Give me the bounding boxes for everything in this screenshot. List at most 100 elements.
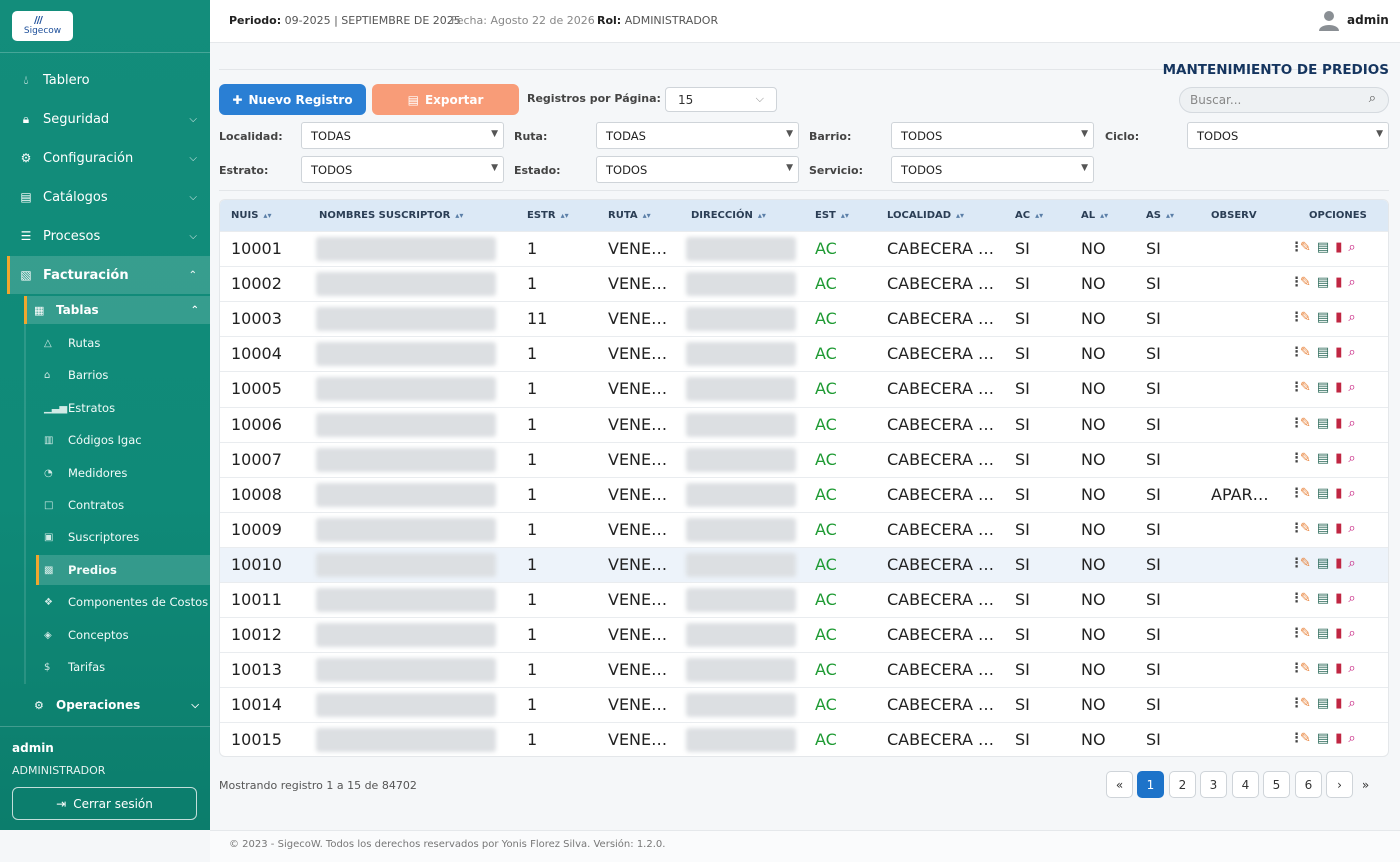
sidebar-leaf-rutas[interactable]: △ Rutas bbox=[36, 328, 210, 358]
trash-icon[interactable]: ▮ bbox=[1335, 485, 1343, 501]
document-icon[interactable]: ▤ bbox=[1316, 485, 1330, 501]
table-row[interactable]: 10015 1 VENE… AC CABECERA … SI NO SI ⋮ ✎ ▤ ▮ ⌕ bbox=[220, 722, 1388, 756]
more-vertical-icon[interactable]: ⋮ bbox=[1290, 626, 1303, 642]
trash-icon[interactable]: ▮ bbox=[1335, 520, 1343, 536]
column-header[interactable]: NUIS ▴▾ bbox=[231, 210, 272, 221]
zoom-icon[interactable]: ⌕ bbox=[1348, 591, 1356, 606]
document-icon[interactable]: ▤ bbox=[1316, 345, 1330, 361]
servicio-select[interactable]: TODOS ▼ bbox=[891, 156, 1094, 183]
more-vertical-icon[interactable]: ⋮ bbox=[1290, 240, 1303, 255]
sidebar-item-procesos[interactable]: ☰ Procesos ⌵ bbox=[0, 217, 210, 255]
sidebar-leaf-medidores[interactable]: ◔ Medidores bbox=[36, 458, 210, 488]
table-row[interactable]: 10008 1 VENE… AC CABECERA … SI NO SI APAR… ⋮ ✎ ▤ ▮ ⌕ bbox=[220, 476, 1388, 512]
zoom-icon[interactable]: ⌕ bbox=[1348, 731, 1356, 747]
table-row[interactable]: 10003 11 VENE… AC CABECERA … SI NO SI ⋮ ✎ ▤ ▮ ⌕ bbox=[220, 301, 1388, 336]
more-vertical-icon[interactable]: ⋮ bbox=[1290, 520, 1303, 536]
sidebar-leaf-componentes-costos[interactable]: ❖ Componentes de Costos bbox=[36, 587, 210, 617]
zoom-icon[interactable]: ⌕ bbox=[1348, 240, 1356, 255]
trash-icon[interactable]: ▮ bbox=[1335, 240, 1343, 255]
records-per-page-select[interactable]: 15 ⌵ bbox=[665, 87, 777, 112]
page-button[interactable]: 6 bbox=[1295, 771, 1322, 798]
edit-icon[interactable]: ✎ bbox=[1300, 415, 1311, 431]
user-avatar-icon[interactable] bbox=[1317, 8, 1341, 32]
edit-icon[interactable]: ✎ bbox=[1300, 661, 1311, 677]
column-header[interactable]: AS ▴▾ bbox=[1146, 210, 1174, 221]
document-icon[interactable]: ▤ bbox=[1316, 310, 1330, 326]
table-row[interactable]: 10009 1 VENE… AC CABECERA … SI NO SI ⋮ ✎ ▤ ▮ ⌕ bbox=[220, 511, 1388, 547]
edit-icon[interactable]: ✎ bbox=[1300, 626, 1311, 642]
column-header[interactable]: LOCALIDAD ▴▾ bbox=[887, 210, 965, 221]
logo[interactable]: /// Sigecow bbox=[12, 11, 73, 41]
document-icon[interactable]: ▤ bbox=[1316, 450, 1330, 466]
barrio-select[interactable]: TODOS ▼ bbox=[891, 122, 1094, 149]
table-row[interactable]: 10005 1 VENE… AC CABECERA … SI NO SI ⋮ ✎ ▤ ▮ ⌕ bbox=[220, 371, 1388, 406]
new-record-button[interactable]: ✚ Nuevo Registro bbox=[219, 84, 366, 115]
column-header[interactable]: NOMBRES SUSCRIPTOR ▴▾ bbox=[319, 210, 464, 221]
page-button[interactable]: 2 bbox=[1169, 771, 1196, 798]
document-icon[interactable]: ▤ bbox=[1316, 275, 1330, 291]
edit-icon[interactable]: ✎ bbox=[1300, 591, 1311, 606]
table-row[interactable]: 10013 1 VENE… AC CABECERA … SI NO SI ⋮ ✎ ▤ ▮ ⌕ bbox=[220, 652, 1388, 687]
logout-button[interactable]: ⇥ Cerrar sesión bbox=[12, 787, 197, 820]
edit-icon[interactable]: ✎ bbox=[1300, 555, 1311, 571]
sidebar-item-facturacion[interactable]: ▧ Facturación ⌃ bbox=[7, 256, 210, 294]
estrato-select[interactable]: TODOS ▼ bbox=[301, 156, 504, 183]
edit-icon[interactable]: ✎ bbox=[1300, 345, 1311, 361]
more-vertical-icon[interactable]: ⋮ bbox=[1290, 345, 1303, 361]
zoom-icon[interactable]: ⌕ bbox=[1348, 345, 1356, 361]
table-row[interactable]: 10002 1 VENE… AC CABECERA … SI NO SI ⋮ ✎ ▤ ▮ ⌕ bbox=[220, 266, 1388, 301]
trash-icon[interactable]: ▮ bbox=[1335, 310, 1343, 326]
more-vertical-icon[interactable]: ⋮ bbox=[1290, 380, 1303, 396]
sidebar-item-configuracion[interactable]: ⚙ Configuración ⌵ bbox=[0, 139, 210, 177]
edit-icon[interactable]: ✎ bbox=[1300, 240, 1311, 255]
sidebar-leaf-tarifas[interactable]: $ Tarifas bbox=[36, 652, 210, 682]
zoom-icon[interactable]: ⌕ bbox=[1348, 626, 1356, 642]
more-vertical-icon[interactable]: ⋮ bbox=[1290, 555, 1303, 571]
document-icon[interactable]: ▤ bbox=[1316, 380, 1330, 396]
page-first-button[interactable]: « bbox=[1106, 771, 1133, 798]
edit-icon[interactable]: ✎ bbox=[1300, 731, 1311, 747]
ruta-select[interactable]: TODAS ▼ bbox=[596, 122, 799, 149]
search-input[interactable]: Buscar... ⌕ bbox=[1179, 87, 1389, 113]
sidebar-leaf-conceptos[interactable]: ◈ Conceptos bbox=[36, 620, 210, 650]
edit-icon[interactable]: ✎ bbox=[1300, 380, 1311, 396]
zoom-icon[interactable]: ⌕ bbox=[1348, 450, 1356, 466]
sidebar-leaf-contratos[interactable]: □ Contratos bbox=[36, 490, 210, 520]
more-vertical-icon[interactable]: ⋮ bbox=[1290, 485, 1303, 501]
localidad-select[interactable]: TODAS ▼ bbox=[301, 122, 504, 149]
table-row[interactable]: 10012 1 VENE… AC CABECERA … SI NO SI ⋮ ✎ ▤ ▮ ⌕ bbox=[220, 617, 1388, 652]
document-icon[interactable]: ▤ bbox=[1316, 696, 1330, 712]
more-vertical-icon[interactable]: ⋮ bbox=[1290, 591, 1303, 606]
page-button[interactable]: 4 bbox=[1232, 771, 1259, 798]
sidebar-leaf-estratos[interactable]: ▁▃▅ Estratos bbox=[36, 393, 210, 423]
trash-icon[interactable]: ▮ bbox=[1335, 415, 1343, 431]
zoom-icon[interactable]: ⌕ bbox=[1348, 555, 1356, 571]
trash-icon[interactable]: ▮ bbox=[1335, 345, 1343, 361]
more-vertical-icon[interactable]: ⋮ bbox=[1290, 661, 1303, 677]
document-icon[interactable]: ▤ bbox=[1316, 415, 1330, 431]
edit-icon[interactable]: ✎ bbox=[1300, 450, 1311, 466]
edit-icon[interactable]: ✎ bbox=[1300, 696, 1311, 712]
trash-icon[interactable]: ▮ bbox=[1335, 450, 1343, 466]
zoom-icon[interactable]: ⌕ bbox=[1348, 310, 1356, 326]
zoom-icon[interactable]: ⌕ bbox=[1348, 661, 1356, 677]
table-row[interactable]: 10007 1 VENE… AC CABECERA … SI NO SI ⋮ ✎ ▤ ▮ ⌕ bbox=[220, 441, 1388, 477]
estado-select[interactable]: TODOS ▼ bbox=[596, 156, 799, 183]
page-button[interactable]: 3 bbox=[1200, 771, 1227, 798]
table-row[interactable]: 10010 1 VENE… AC CABECERA … SI NO SI ⋮ ✎ ▤ ▮ ⌕ bbox=[220, 546, 1388, 582]
page-button[interactable]: 5 bbox=[1263, 771, 1290, 798]
page-last-button[interactable]: » bbox=[1361, 777, 1370, 792]
zoom-icon[interactable]: ⌕ bbox=[1348, 485, 1356, 501]
document-icon[interactable]: ▤ bbox=[1316, 731, 1330, 747]
zoom-icon[interactable]: ⌕ bbox=[1348, 275, 1356, 291]
sidebar-item-operaciones[interactable]: ⚙ Operaciones ⌵ bbox=[24, 691, 210, 719]
ciclo-select[interactable]: TODOS ▼ bbox=[1187, 122, 1389, 149]
more-vertical-icon[interactable]: ⋮ bbox=[1290, 731, 1303, 747]
zoom-icon[interactable]: ⌕ bbox=[1348, 415, 1356, 431]
trash-icon[interactable]: ▮ bbox=[1335, 380, 1343, 396]
more-vertical-icon[interactable]: ⋮ bbox=[1290, 450, 1303, 466]
column-header[interactable]: ESTR ▴▾ bbox=[527, 210, 569, 221]
page-button[interactable]: 1 bbox=[1137, 771, 1164, 798]
document-icon[interactable]: ▤ bbox=[1316, 661, 1330, 677]
table-row[interactable]: 10014 1 VENE… AC CABECERA … SI NO SI ⋮ ✎ ▤ ▮ ⌕ bbox=[220, 687, 1388, 722]
